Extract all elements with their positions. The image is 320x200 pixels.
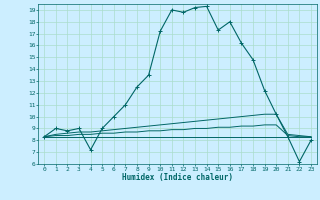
- X-axis label: Humidex (Indice chaleur): Humidex (Indice chaleur): [122, 173, 233, 182]
